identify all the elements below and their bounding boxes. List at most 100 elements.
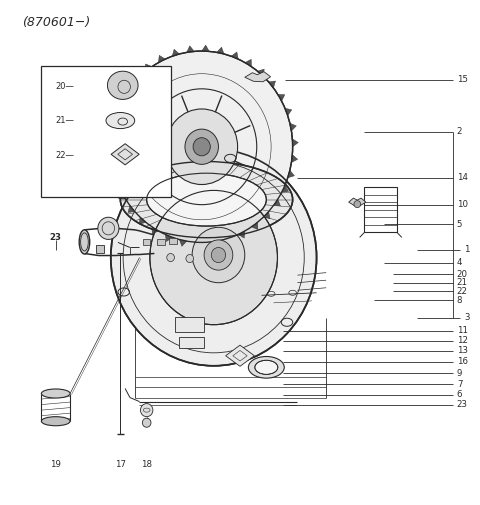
Text: 19: 19 xyxy=(50,460,61,469)
Circle shape xyxy=(354,200,360,208)
Polygon shape xyxy=(288,170,294,178)
Circle shape xyxy=(111,149,317,366)
Text: 11: 11 xyxy=(457,326,468,335)
Polygon shape xyxy=(224,237,231,244)
Polygon shape xyxy=(165,234,172,241)
Ellipse shape xyxy=(41,417,70,426)
Circle shape xyxy=(98,217,119,239)
Polygon shape xyxy=(282,185,288,192)
Polygon shape xyxy=(128,206,135,213)
Polygon shape xyxy=(152,227,158,234)
Polygon shape xyxy=(278,94,285,101)
Polygon shape xyxy=(194,242,202,248)
Text: 23: 23 xyxy=(457,400,468,409)
Circle shape xyxy=(185,129,218,164)
Text: 8: 8 xyxy=(457,296,462,305)
Polygon shape xyxy=(264,212,270,219)
Circle shape xyxy=(141,403,153,417)
Polygon shape xyxy=(245,72,271,82)
Polygon shape xyxy=(238,231,245,238)
Text: 20: 20 xyxy=(457,270,468,279)
Text: 9: 9 xyxy=(457,369,462,378)
Polygon shape xyxy=(123,88,130,94)
Polygon shape xyxy=(202,45,209,52)
Polygon shape xyxy=(209,241,216,247)
Text: 21: 21 xyxy=(457,278,468,287)
Text: 16: 16 xyxy=(457,357,468,366)
Text: 10: 10 xyxy=(457,200,468,209)
Text: 6: 6 xyxy=(457,390,462,399)
Bar xyxy=(179,337,204,348)
Bar xyxy=(143,239,151,245)
Polygon shape xyxy=(245,60,252,67)
Circle shape xyxy=(186,255,193,263)
Text: 13: 13 xyxy=(457,346,468,355)
Polygon shape xyxy=(285,108,292,116)
Text: 22: 22 xyxy=(457,287,468,296)
Ellipse shape xyxy=(79,230,90,254)
Bar xyxy=(175,318,204,332)
Circle shape xyxy=(166,109,238,184)
Polygon shape xyxy=(115,101,122,108)
Circle shape xyxy=(204,240,233,270)
Text: 17: 17 xyxy=(115,460,126,469)
Text: 23: 23 xyxy=(50,233,62,242)
Ellipse shape xyxy=(120,162,293,238)
Text: 2: 2 xyxy=(457,127,462,136)
Text: 1: 1 xyxy=(464,245,469,255)
Text: 14: 14 xyxy=(457,173,468,182)
Text: 12: 12 xyxy=(457,336,468,345)
Polygon shape xyxy=(145,64,152,71)
Circle shape xyxy=(111,51,293,242)
Polygon shape xyxy=(172,49,180,56)
Polygon shape xyxy=(290,123,296,131)
Polygon shape xyxy=(107,163,114,170)
Text: 4: 4 xyxy=(457,258,462,267)
Text: 5: 5 xyxy=(457,220,462,229)
Ellipse shape xyxy=(106,113,135,129)
Circle shape xyxy=(193,138,210,156)
Polygon shape xyxy=(158,56,165,63)
Polygon shape xyxy=(112,178,119,185)
Polygon shape xyxy=(226,345,254,366)
Ellipse shape xyxy=(248,357,284,378)
Text: 15: 15 xyxy=(457,75,468,84)
Polygon shape xyxy=(133,75,140,82)
Ellipse shape xyxy=(147,173,266,226)
Polygon shape xyxy=(216,47,224,54)
Bar xyxy=(169,238,177,244)
Polygon shape xyxy=(111,144,139,165)
Polygon shape xyxy=(274,199,280,206)
Ellipse shape xyxy=(255,360,278,374)
Circle shape xyxy=(192,227,245,283)
Bar xyxy=(364,187,397,232)
Text: 22—: 22— xyxy=(56,151,74,160)
Polygon shape xyxy=(108,71,138,99)
Polygon shape xyxy=(187,46,194,53)
Text: 18: 18 xyxy=(141,460,152,469)
Text: 20—: 20— xyxy=(56,82,74,91)
Polygon shape xyxy=(105,147,111,155)
Circle shape xyxy=(143,418,151,427)
Bar xyxy=(41,66,170,197)
Polygon shape xyxy=(109,116,116,123)
Polygon shape xyxy=(292,139,298,147)
Text: 21—: 21— xyxy=(56,116,74,125)
Polygon shape xyxy=(119,192,126,199)
Circle shape xyxy=(211,247,226,263)
Text: 3: 3 xyxy=(464,314,469,323)
Polygon shape xyxy=(231,52,238,59)
Polygon shape xyxy=(106,131,112,139)
Polygon shape xyxy=(139,217,146,224)
Polygon shape xyxy=(269,81,276,88)
Polygon shape xyxy=(96,245,104,252)
Polygon shape xyxy=(258,69,264,76)
Text: (870601−): (870601−) xyxy=(22,16,91,29)
Polygon shape xyxy=(291,155,298,163)
Circle shape xyxy=(167,254,174,262)
Bar xyxy=(157,239,165,245)
Ellipse shape xyxy=(41,389,70,398)
Polygon shape xyxy=(252,222,258,230)
Text: 7: 7 xyxy=(457,380,462,389)
Polygon shape xyxy=(180,239,187,246)
